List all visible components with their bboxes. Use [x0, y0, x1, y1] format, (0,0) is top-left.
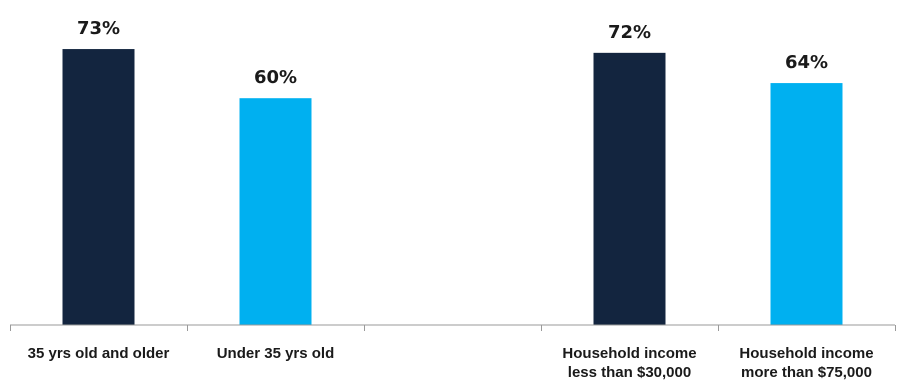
category-label-5-line-2: more than $75,000: [741, 364, 872, 381]
bar-1: [62, 49, 135, 326]
category-label-4-line-2: less than $30,000: [568, 364, 691, 381]
bar-5: [770, 83, 843, 325]
bar-4: [593, 52, 666, 326]
category-label-4-line-1: Household income: [562, 345, 696, 362]
category-labels-group: 35 yrs old and older Under 35 yrs old Hous…: [28, 345, 874, 381]
bars-group: [62, 49, 843, 326]
bar-2: [239, 98, 312, 325]
category-label-5-line-1: Household income: [739, 345, 873, 362]
value-label-4: 72%: [608, 22, 651, 43]
x-axis: [10, 324, 896, 331]
value-labels-group: 73% 60% 72% 64%: [77, 18, 828, 88]
value-label-5: 64%: [785, 52, 828, 73]
value-label-2: 60%: [254, 67, 297, 88]
category-label-1-line-1: 35 yrs old and older: [28, 345, 170, 362]
value-label-1: 73%: [77, 18, 120, 39]
category-label-2-line-1: Under 35 yrs old: [217, 345, 335, 362]
